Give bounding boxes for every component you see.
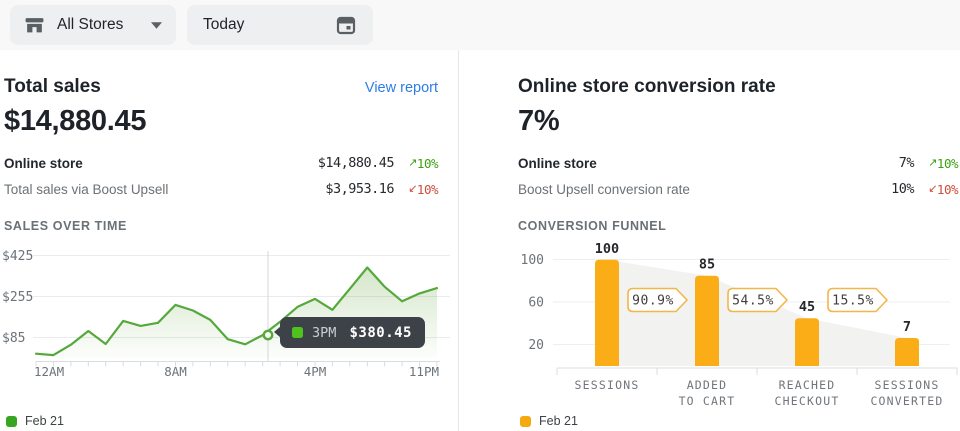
x-axis-label: 12AM bbox=[34, 364, 64, 379]
metric-value: 7% bbox=[898, 155, 915, 171]
metric-row: Total sales via Boost Upsell $3,953.16 ↙… bbox=[4, 179, 439, 199]
funnel-legend: Feb 21 bbox=[520, 414, 578, 428]
topbar: All Stores Today bbox=[0, 0, 960, 50]
metric-label: Online store bbox=[518, 155, 597, 171]
y-tick-label: 100 bbox=[521, 253, 544, 268]
delta-value: 10% bbox=[936, 155, 959, 171]
store-selector-label: All Stores bbox=[57, 16, 124, 33]
funnel-bar bbox=[695, 275, 719, 366]
delta-badge: ↗10% bbox=[914, 156, 958, 171]
sales-legend: Feb 21 bbox=[6, 414, 64, 428]
funnel-bar bbox=[795, 318, 819, 366]
legend-label: Feb 21 bbox=[539, 414, 578, 428]
delta-value: 10% bbox=[416, 181, 439, 197]
metric-row: Boost Upsell conversion rate 10% ↙10% bbox=[518, 179, 959, 199]
category-label: REACHED bbox=[779, 378, 836, 392]
category-label: ADDED bbox=[687, 378, 728, 392]
total-sales-header: Total sales View report bbox=[4, 76, 438, 98]
funnel-shadow bbox=[607, 259, 919, 366]
trend-arrow-icon: ↗ bbox=[928, 156, 937, 169]
delta-badge: ↗10% bbox=[394, 156, 438, 171]
tooltip-value: $380.45 bbox=[349, 324, 412, 341]
metric-row: Online store $14,880.45 ↗10% bbox=[4, 153, 439, 173]
category-label: CHECKOUT bbox=[775, 394, 840, 408]
conversion-badge bbox=[727, 287, 788, 313]
x-axis-label: 11PM bbox=[409, 364, 439, 379]
legend-swatch bbox=[6, 415, 17, 427]
conversion-funnel-chart[interactable]: 100 60 20 100 85 45 7 90.9% 54.5% 15.5% SESSIONS AD… bbox=[518, 241, 960, 411]
conversion-header: Online store conversion rate bbox=[518, 76, 958, 98]
delta-value: 10% bbox=[416, 155, 439, 171]
series-swatch bbox=[292, 327, 303, 338]
bar-value-label: 45 bbox=[799, 299, 815, 315]
metric-value: 10% bbox=[891, 181, 914, 197]
metric-label: Boost Upsell conversion rate bbox=[518, 181, 690, 197]
category-label: TO CART bbox=[679, 394, 736, 408]
date-selector-label: Today bbox=[203, 16, 245, 33]
bar-value-label: 85 bbox=[699, 257, 715, 273]
category-label: CONVERTED bbox=[870, 394, 943, 408]
sales-over-time-title: SALES OVER TIME bbox=[4, 219, 127, 233]
conversion-badge-label: 90.9% bbox=[632, 294, 674, 309]
date-selector[interactable]: Today bbox=[187, 5, 373, 45]
delta-badge: ↙10% bbox=[394, 182, 438, 197]
y-tick-label: 60 bbox=[528, 296, 544, 311]
conversion-badge bbox=[827, 287, 888, 313]
trend-arrow-icon: ↗ bbox=[408, 156, 417, 169]
tooltip-label: 3PM bbox=[312, 324, 337, 341]
legend-swatch bbox=[520, 415, 531, 427]
trend-arrow-icon: ↙ bbox=[928, 182, 937, 195]
x-axis-label: 8AM bbox=[164, 364, 187, 379]
y-tick-label: $425 bbox=[2, 249, 33, 264]
storefront-icon bbox=[24, 15, 45, 36]
funnel-bar bbox=[595, 259, 619, 366]
legend-label: Feb 21 bbox=[25, 414, 64, 428]
conversion-rate-value: 7% bbox=[518, 105, 560, 137]
funnel-bar bbox=[895, 338, 919, 366]
chart-tooltip: 3PM $380.45 bbox=[274, 317, 425, 348]
metric-value: $3,953.16 bbox=[325, 181, 394, 197]
y-tick-label: $255 bbox=[2, 290, 33, 305]
chevron-down-icon bbox=[151, 21, 162, 29]
bar-value-label: 7 bbox=[903, 319, 911, 335]
sales-over-time-chart[interactable]: $425 $255 $85 12AM 8AM 4PM 11PM bbox=[0, 245, 455, 383]
conversion-badge bbox=[627, 287, 688, 313]
category-label: SESSIONS bbox=[575, 378, 640, 392]
view-report-link[interactable]: View report bbox=[364, 80, 438, 96]
total-sales-value: $14,880.45 bbox=[4, 105, 147, 137]
x-axis-label: 4PM bbox=[304, 364, 327, 379]
store-selector[interactable]: All Stores bbox=[10, 5, 176, 45]
panel-divider bbox=[458, 50, 459, 431]
bar-value-label: 100 bbox=[595, 241, 619, 257]
metric-row: Online store 7% ↗10% bbox=[518, 153, 959, 173]
total-sales-title: Total sales bbox=[4, 76, 101, 97]
delta-badge: ↙10% bbox=[914, 182, 958, 197]
delta-value: 10% bbox=[936, 181, 959, 197]
hover-marker bbox=[262, 329, 274, 341]
conversion-breakdown: Online store 7% ↗10% Boost Upsell conver… bbox=[518, 153, 959, 199]
total-sales-breakdown: Online store $14,880.45 ↗10% Total sales… bbox=[4, 153, 439, 199]
trend-arrow-icon: ↙ bbox=[408, 182, 417, 195]
y-tick-label: $85 bbox=[2, 331, 25, 346]
y-tick-label: 20 bbox=[528, 338, 544, 353]
conversion-badge-label: 54.5% bbox=[732, 294, 774, 309]
line-series bbox=[34, 266, 439, 357]
metric-value: $14,880.45 bbox=[317, 155, 395, 171]
conversion-title: Online store conversion rate bbox=[518, 76, 776, 97]
metric-label: Online store bbox=[4, 155, 83, 171]
conversion-funnel-title: CONVERSION FUNNEL bbox=[518, 219, 667, 233]
conversion-badge-label: 15.5% bbox=[832, 294, 874, 309]
calendar-icon bbox=[335, 14, 357, 36]
metric-label: Total sales via Boost Upsell bbox=[4, 181, 169, 197]
category-label: SESSIONS bbox=[875, 378, 940, 392]
